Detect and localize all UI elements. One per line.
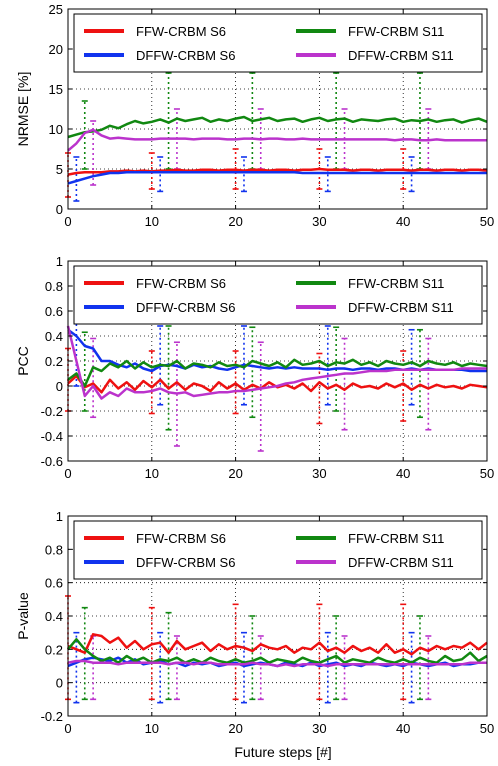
chart-panel-2: 0 10 20 30 40 50 -0.6 -0.4 -0.2 0 0.2 0.4 0.6 0.8 1 PCC…	[15, 254, 494, 481]
x-tick-label: 40	[396, 721, 410, 736]
series-line	[67, 115, 488, 139]
y-tick-label: 0.8	[45, 542, 63, 557]
x-tick-label: 30	[312, 214, 326, 229]
x-tick-label: 50	[480, 466, 494, 481]
legend-box	[73, 13, 483, 73]
y-tick-label: 1	[56, 509, 63, 524]
y-tick-label: 0.6	[45, 304, 63, 319]
x-tick-label: 50	[480, 214, 494, 229]
legend-box	[73, 265, 483, 325]
y-tick-label: 0.4	[45, 609, 63, 624]
x-tick-label: 30	[312, 466, 326, 481]
chart-panel-3: 0 10 20 30 40 50-0.200.20.40.60.81P-valueFFW-…	[15, 509, 494, 736]
x-tick-label: 20	[228, 721, 242, 736]
y-tick-label: 25	[49, 2, 63, 17]
x-tick-label: 40	[396, 466, 410, 481]
y-tick-label: 0.8	[45, 279, 63, 294]
chart-panel-1: 0 10 20 30 40 50 0 5 10 15 20 25 NRMSE [%] FFW-CRBM S…	[15, 2, 494, 229]
legend-label: DFFW-CRBM S6	[136, 48, 235, 63]
y-tick-label: 15	[49, 82, 63, 97]
x-tick-label: 10	[145, 466, 159, 481]
y-tick-label: -0.2	[41, 709, 63, 724]
x-tick-label: 10	[145, 214, 159, 229]
x-tick-label: 30	[312, 721, 326, 736]
legend-label: FFW-CRBM S6	[136, 531, 226, 546]
y-axis-label: NRMSE [%]	[15, 72, 31, 147]
y-tick-label: 0	[56, 202, 63, 217]
x-tick-label: 0	[64, 466, 71, 481]
series-line	[67, 128, 487, 152]
x-tick-label: 20	[228, 466, 242, 481]
y-tick-label: 0.2	[45, 642, 63, 657]
x-tick-label: 40	[396, 214, 410, 229]
legend-label: DFFW-CRBM S6	[136, 300, 235, 315]
y-tick-label: 0	[56, 676, 63, 691]
x-tick-label: 10	[145, 721, 159, 736]
y-tick-label: 1	[56, 254, 63, 269]
y-tick-label: -0.6	[41, 454, 63, 469]
y-tick-label: 0.2	[45, 354, 63, 369]
y-tick-label: 0.6	[45, 576, 63, 591]
legend-label: FFW-CRBM S6	[136, 276, 226, 291]
y-tick-label: 5	[56, 162, 63, 177]
legend-label: FFW-CRBM S11	[348, 24, 444, 39]
series-line	[67, 638, 488, 664]
y-tick-label: 0	[56, 379, 63, 394]
legend-label: FFW-CRBM S11	[348, 531, 444, 546]
x-axis-label: Future steps [#]	[234, 744, 331, 760]
series-line	[66, 325, 487, 400]
series-line	[67, 659, 487, 668]
series-line	[67, 170, 487, 185]
y-tick-label: 20	[49, 42, 63, 57]
series-line	[67, 374, 488, 394]
legend-label: FFW-CRBM S6	[136, 24, 226, 39]
x-tick-label: 0	[64, 214, 71, 229]
y-tick-label: -0.4	[41, 429, 63, 444]
y-tick-label: 10	[49, 122, 63, 137]
x-tick-label: 0	[64, 721, 71, 736]
series-line	[67, 358, 488, 388]
series-line	[67, 633, 488, 656]
legend-label: DFFW-CRBM S11	[348, 555, 454, 570]
legend-box	[73, 520, 483, 580]
y-tick-label: -0.2	[41, 404, 63, 419]
legend-label: DFFW-CRBM S11	[348, 48, 454, 63]
x-tick-label: 50	[480, 721, 494, 736]
y-tick-label: 0.4	[45, 329, 63, 344]
plot-frame	[67, 8, 488, 210]
y-axis-label: P-value	[15, 592, 31, 640]
x-tick-label: 20	[228, 214, 242, 229]
y-axis-label: PCC	[15, 346, 31, 376]
legend-label: DFFW-CRBM S6	[136, 555, 235, 570]
legend-label: FFW-CRBM S11	[348, 276, 444, 291]
legend-label: DFFW-CRBM S11	[348, 300, 454, 315]
